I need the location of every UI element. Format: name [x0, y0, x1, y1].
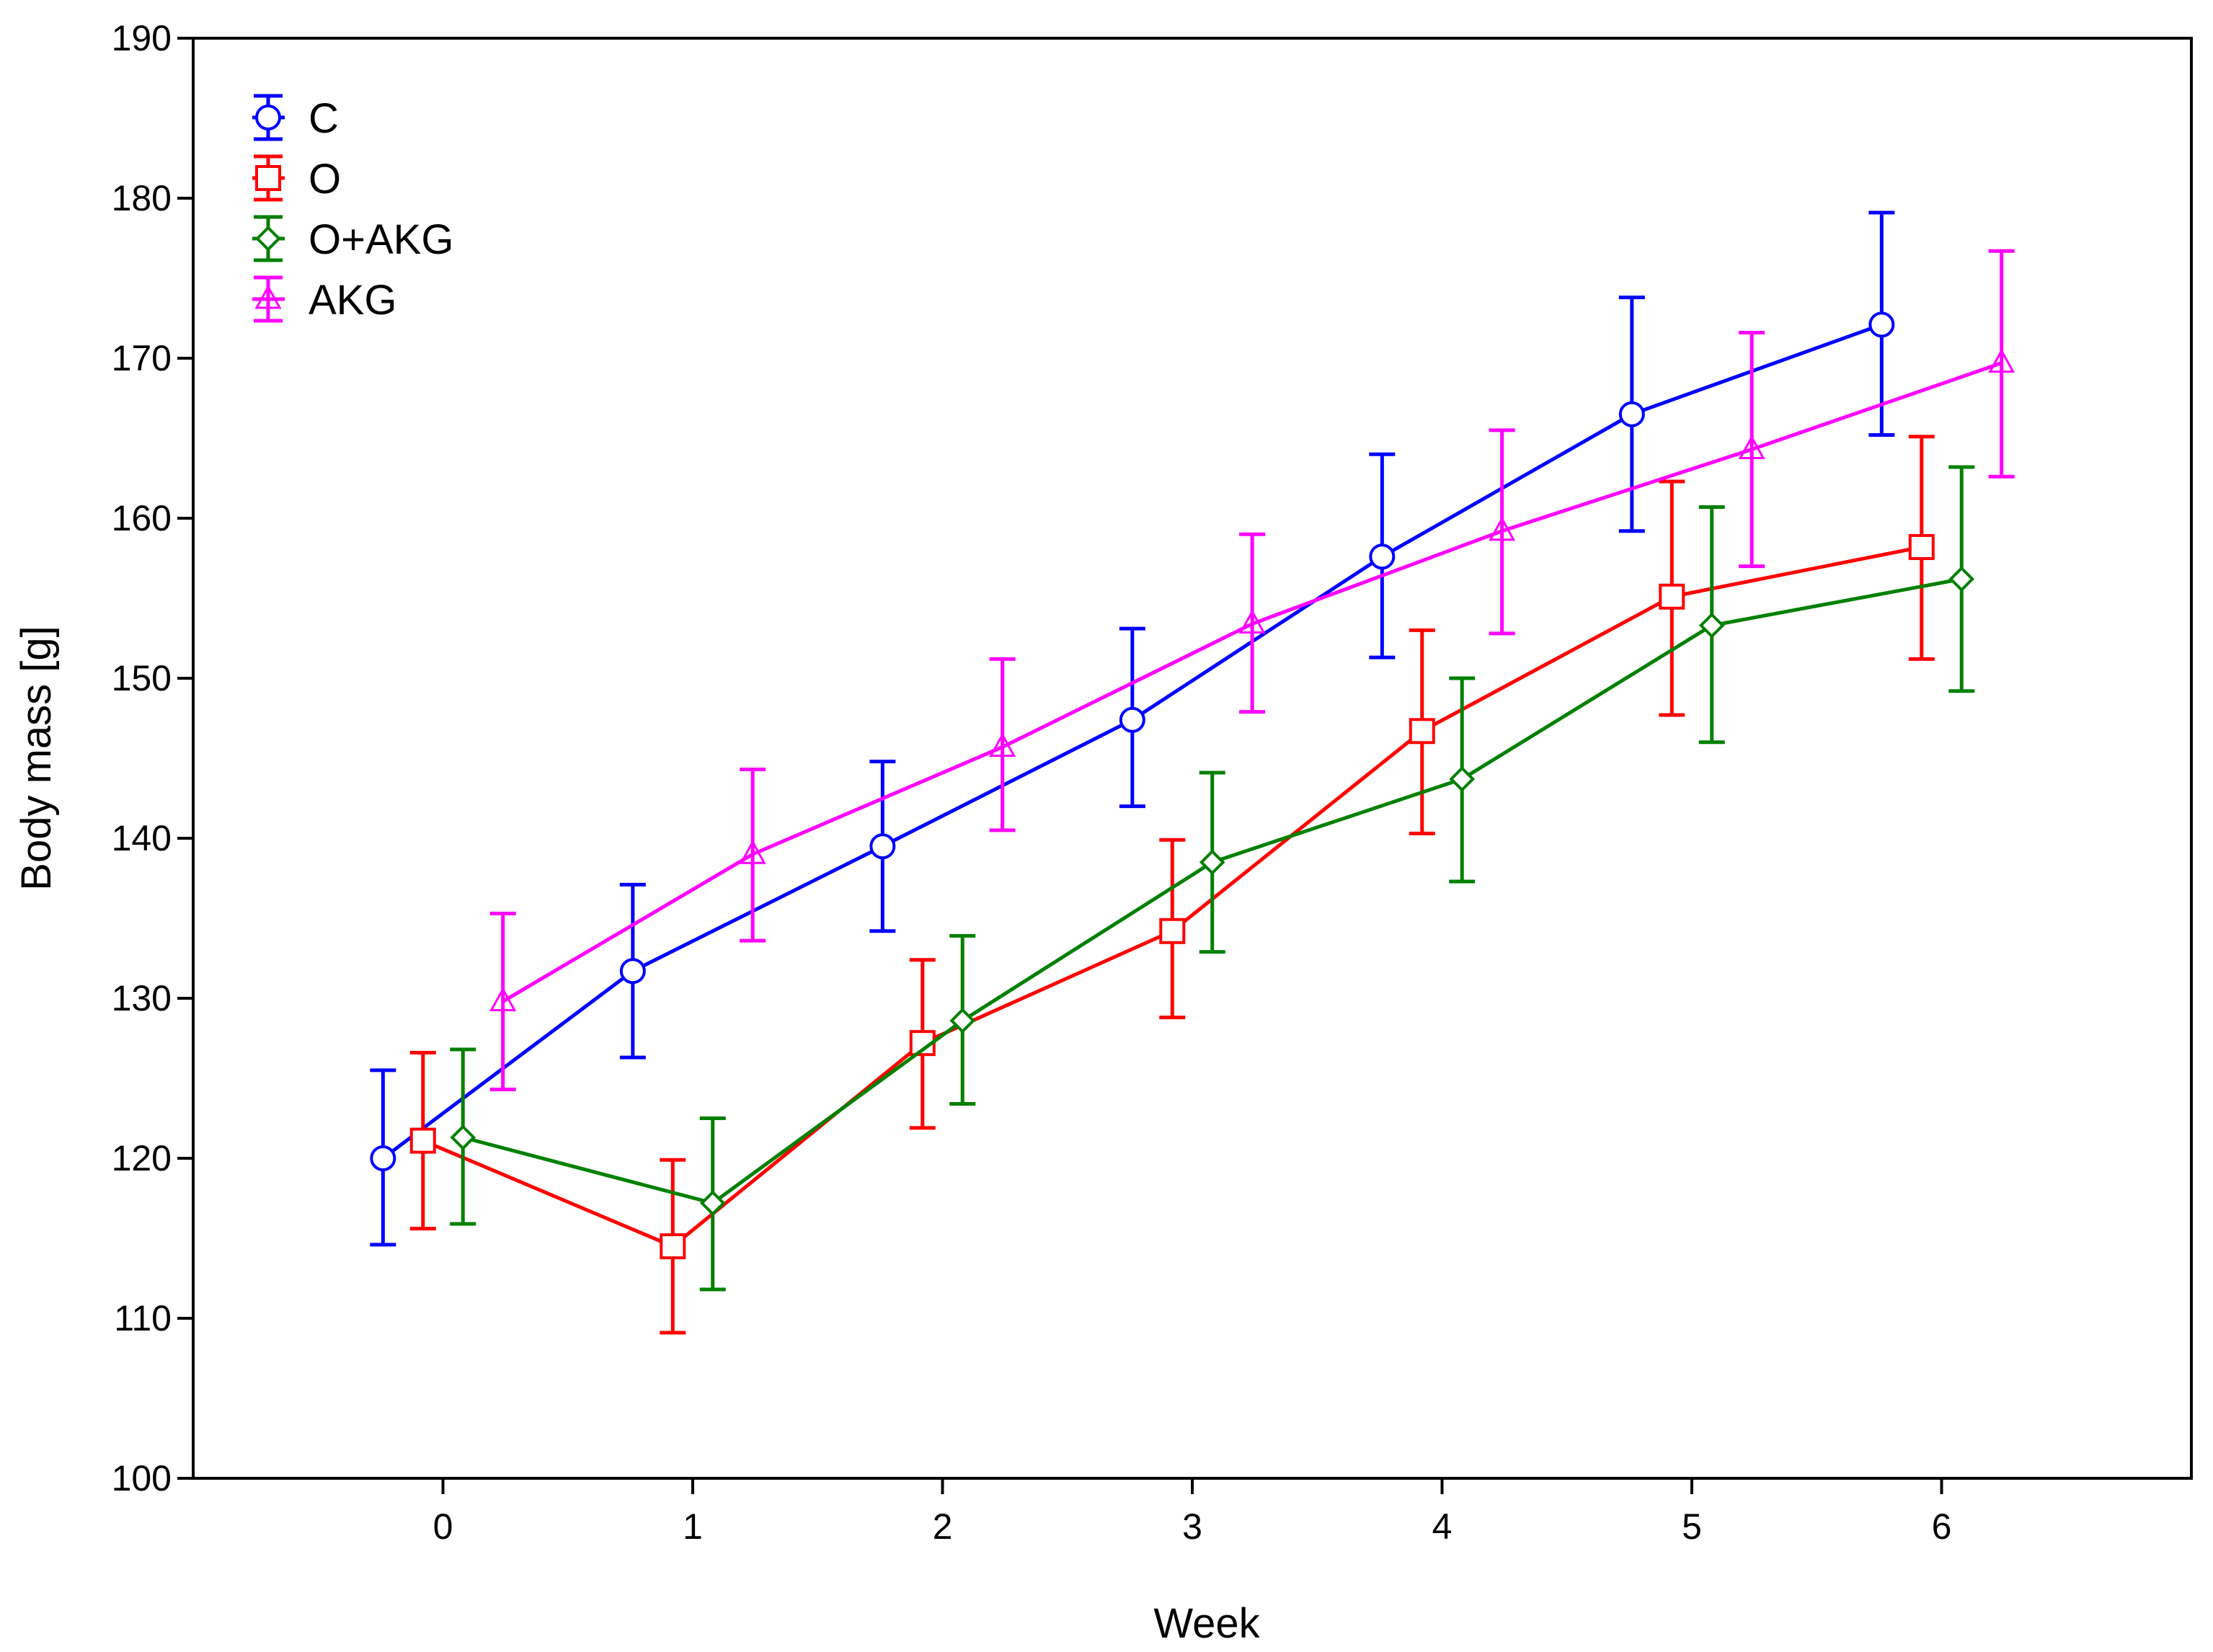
point-o-week-4 — [1409, 718, 1435, 745]
point-akg-week-4 — [1489, 516, 1516, 541]
point-c-week-1 — [619, 958, 646, 985]
point-o-akg-week-4 — [1449, 766, 1476, 792]
point-o-akg-week-2 — [949, 1008, 976, 1034]
point-akg-week-0 — [489, 987, 517, 1011]
point-akg-week-1 — [739, 840, 766, 864]
point-akg-week-3 — [1238, 609, 1266, 634]
point-o-week-5 — [1659, 583, 1685, 610]
y-tick-label-180: 180 — [112, 178, 172, 218]
x-tick-label-2: 2 — [933, 1506, 953, 1547]
x-axis: 0 1 2 3 4 5 6 — [433, 1478, 1952, 1547]
point-c-week-0 — [370, 1145, 396, 1171]
y-tick-label-120: 120 — [112, 1138, 172, 1178]
point-o-week-0 — [409, 1127, 436, 1154]
legend-label-o: O — [309, 156, 341, 203]
y-axis-title: Body mass [g] — [13, 626, 60, 890]
point-o-week-1 — [660, 1233, 686, 1260]
series-c — [370, 210, 1895, 1247]
y-tick-label-110: 110 — [114, 1298, 172, 1338]
y-tick-label-130: 130 — [112, 978, 172, 1018]
point-akg-week-5 — [1738, 435, 1765, 460]
legend: CO O+AKG AKG — [252, 94, 453, 324]
legend-item-akg: AKG — [252, 275, 397, 324]
x-tick-label-6: 6 — [1932, 1506, 1952, 1547]
series-o-akg — [450, 465, 1975, 1292]
y-tick-label-190: 190 — [112, 18, 172, 58]
x-tick-label-4: 4 — [1432, 1506, 1453, 1547]
point-o-akg-week-0 — [450, 1124, 476, 1150]
point-c-week-6 — [1868, 311, 1895, 338]
legend-item-o-akg: O+AKG — [252, 215, 453, 263]
y-tick-label-170: 170 — [112, 338, 172, 378]
point-akg-week-2 — [989, 732, 1016, 757]
series-layer — [370, 210, 2015, 1335]
point-o-akg-week-1 — [699, 1190, 726, 1216]
legend-marker-c — [255, 105, 281, 130]
legend-marker-o — [255, 165, 281, 191]
point-o-akg-week-6 — [1948, 566, 1975, 592]
legend-marker-akg — [254, 284, 282, 309]
y-tick-label-150: 150 — [112, 658, 172, 698]
legend-label-o-akg: O+AKG — [309, 216, 453, 263]
x-tick-label-3: 3 — [1182, 1506, 1202, 1547]
y-tick-label-160: 160 — [112, 498, 172, 538]
point-o-akg-week-3 — [1199, 849, 1225, 876]
series-line-akg — [502, 361, 2003, 1003]
y-tick-label-100: 100 — [112, 1458, 172, 1498]
y-axis: 100 110 120 130 140 150 160 170 180 190 — [112, 18, 193, 1498]
point-c-week-4 — [1369, 543, 1396, 570]
point-akg-week-6 — [1988, 348, 2015, 373]
legend-label-c: C — [309, 95, 339, 142]
x-tick-label-1: 1 — [683, 1506, 703, 1547]
x-tick-label-5: 5 — [1682, 1506, 1702, 1547]
y-tick-label-140: 140 — [112, 818, 172, 858]
point-o-week-3 — [1159, 918, 1186, 944]
x-axis-title: Week — [1153, 1600, 1260, 1647]
legend-item-o: O — [252, 154, 341, 203]
point-c-week-3 — [1119, 706, 1145, 733]
x-tick-label-0: 0 — [433, 1506, 453, 1547]
legend-label-akg: AKG — [309, 277, 397, 324]
point-c-week-5 — [1618, 401, 1645, 427]
point-o-week-6 — [1908, 533, 1935, 560]
legend-marker-o-akg — [255, 226, 281, 252]
series-akg — [489, 249, 2015, 1092]
point-c-week-2 — [869, 833, 896, 860]
point-o-akg-week-5 — [1698, 612, 1725, 639]
legend-item-c: C — [252, 94, 339, 142]
